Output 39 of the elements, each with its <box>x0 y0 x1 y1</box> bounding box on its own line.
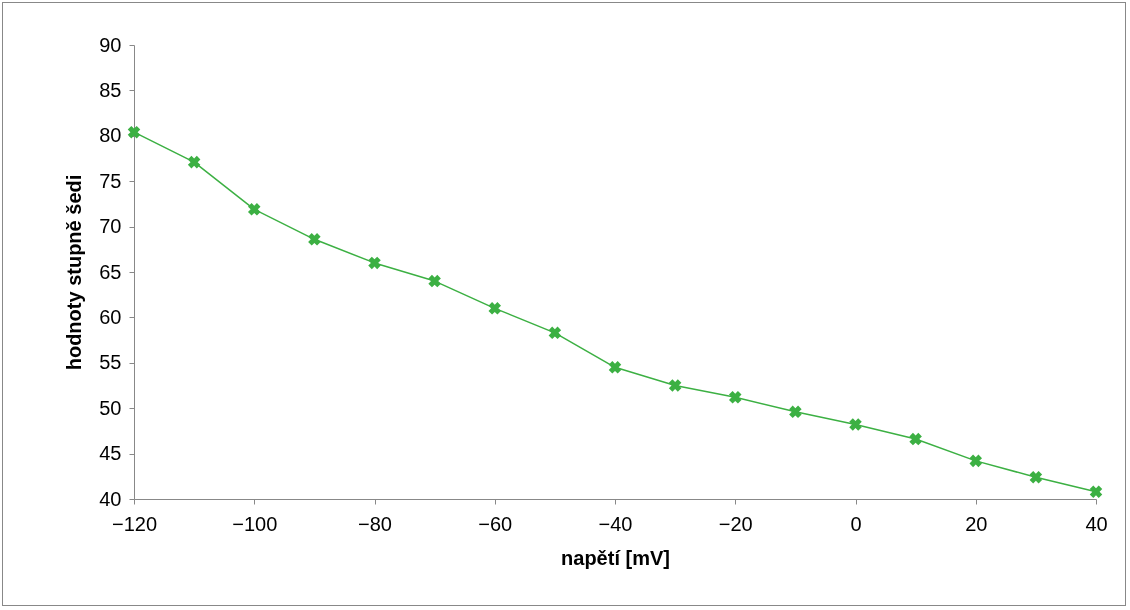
point <box>1029 470 1043 484</box>
y-tick-label: 80 <box>99 124 122 147</box>
point <box>969 454 983 468</box>
y-tick-label: 90 <box>99 33 122 56</box>
point <box>909 432 922 446</box>
point <box>368 256 381 270</box>
point <box>1089 485 1103 498</box>
y-tick-label: 70 <box>99 215 122 238</box>
point <box>488 302 502 315</box>
point <box>849 418 862 431</box>
point <box>187 155 201 169</box>
x-tick-label: −20 <box>718 512 753 535</box>
point <box>247 203 261 216</box>
point <box>127 125 141 139</box>
point <box>668 379 682 392</box>
x-tick-label: −60 <box>478 512 513 535</box>
y-tick-label: 65 <box>99 260 122 283</box>
x-tick-label: −120 <box>111 512 158 535</box>
x-tick-label: −40 <box>598 512 633 535</box>
x-tick-label: −80 <box>358 512 392 535</box>
point <box>608 361 622 374</box>
y-tick-label: 40 <box>99 487 122 510</box>
y-tick-label: 55 <box>99 351 122 374</box>
y-tick-label: 85 <box>99 78 122 101</box>
y-axis-title: hodnoty stupně šedi <box>63 174 86 371</box>
point <box>789 405 802 419</box>
x-axis-title: napětí [mV] <box>561 546 670 569</box>
y-tick-label: 75 <box>99 169 122 192</box>
x-tick-label: 0 <box>850 512 862 535</box>
point <box>428 274 441 288</box>
point <box>728 391 742 404</box>
x-tick-label: −100 <box>232 512 278 535</box>
x-tick-label: 20 <box>965 512 988 535</box>
y-tick-label: 50 <box>99 396 122 419</box>
point <box>308 233 321 246</box>
y-tick-label: 60 <box>99 305 122 328</box>
y-tick-label: 45 <box>99 442 122 465</box>
x-tick-label: 40 <box>1085 512 1108 535</box>
point <box>548 326 562 340</box>
